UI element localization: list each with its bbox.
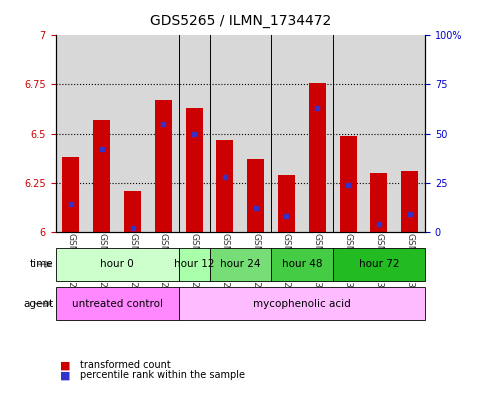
- Bar: [93, 120, 110, 232]
- Bar: [216, 140, 233, 232]
- Bar: [56, 287, 179, 320]
- Bar: [247, 159, 264, 232]
- Bar: [124, 191, 141, 232]
- Bar: [309, 83, 326, 232]
- Bar: [210, 248, 271, 281]
- Bar: [278, 175, 295, 232]
- Text: ■: ■: [60, 370, 71, 380]
- Text: percentile rank within the sample: percentile rank within the sample: [80, 370, 245, 380]
- Bar: [179, 248, 210, 281]
- Text: mycophenolic acid: mycophenolic acid: [253, 299, 351, 309]
- Text: hour 24: hour 24: [220, 259, 260, 269]
- Bar: [401, 171, 418, 232]
- Bar: [333, 248, 425, 281]
- Bar: [62, 157, 79, 232]
- Text: ■: ■: [60, 360, 71, 371]
- Bar: [271, 248, 333, 281]
- Text: hour 48: hour 48: [282, 259, 322, 269]
- Bar: [185, 108, 202, 232]
- Text: hour 72: hour 72: [358, 259, 399, 269]
- Bar: [179, 287, 425, 320]
- Bar: [340, 136, 356, 232]
- Text: hour 12: hour 12: [174, 259, 214, 269]
- Text: untreated control: untreated control: [71, 299, 163, 309]
- Text: hour 0: hour 0: [100, 259, 134, 269]
- Bar: [370, 173, 387, 232]
- Text: GDS5265 / ILMN_1734472: GDS5265 / ILMN_1734472: [150, 14, 331, 28]
- Text: time: time: [29, 259, 53, 269]
- Bar: [56, 248, 179, 281]
- Text: agent: agent: [23, 299, 53, 309]
- Text: transformed count: transformed count: [80, 360, 170, 371]
- Bar: [155, 100, 172, 232]
